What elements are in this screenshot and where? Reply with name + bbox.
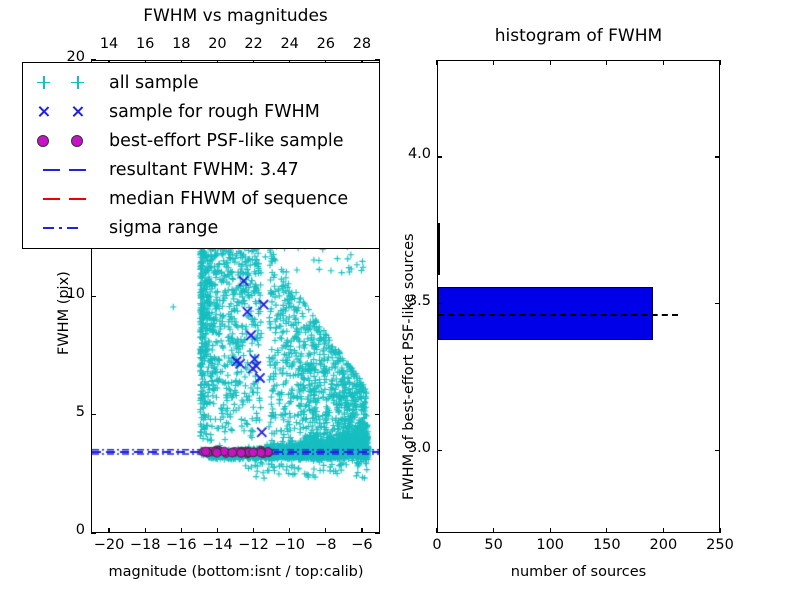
tick-mark (289, 528, 291, 533)
x-tick-label-bottom: −6 (351, 537, 373, 553)
tick-mark (108, 528, 110, 533)
plus-marker-icon (31, 70, 105, 96)
x-tick-label-bottom: −16 (166, 537, 197, 553)
legend-item-label: best-effort PSF-like sample (109, 130, 344, 151)
legend-item: median FHWM of sequence (31, 184, 371, 213)
filled-circle-marker-icon (31, 128, 105, 154)
tick-mark (719, 60, 721, 65)
fwhm-histogram-axes (437, 60, 720, 533)
tick-mark (91, 59, 96, 61)
x-tick-label-top: 16 (135, 36, 155, 52)
left-panel-title: FWHM vs magnitudes (143, 6, 328, 26)
x-tick-label-bottom: −18 (129, 537, 161, 553)
tick-mark (493, 528, 495, 533)
x-tick-label-top: 18 (172, 36, 191, 52)
tick-mark (549, 528, 551, 533)
tick-mark (375, 532, 380, 534)
x-tick-label-top: 24 (280, 36, 299, 52)
tick-mark (144, 528, 146, 533)
x-tick-label-bottom: −20 (93, 537, 125, 553)
histogram-bar (438, 222, 441, 276)
tick-mark (606, 60, 608, 65)
left-panel-xlabel: magnitude (bottom:isnt / top:calib) (108, 564, 364, 580)
tick-mark (437, 156, 442, 158)
histogram-plot-area (438, 61, 719, 532)
legend-item: sigma range (31, 213, 371, 242)
x-tick-label-top: 14 (99, 36, 119, 52)
median-fwhm-line (438, 313, 678, 316)
right-panel-ylabel: FWHM of best-effort PSF-like sources (401, 233, 417, 500)
x-tick-label-bottom: −8 (315, 537, 337, 553)
tick-mark (436, 60, 438, 65)
x-tick-label: 0 (432, 537, 442, 553)
tick-mark (216, 528, 219, 533)
legend-item: all sample (31, 68, 371, 97)
tick-mark (715, 156, 720, 158)
tick-mark (375, 414, 380, 416)
tick-mark (91, 295, 96, 298)
tick-mark (549, 60, 551, 65)
right-panel-title: histogram of FWHM (494, 26, 663, 46)
blue-dashdot-line-icon (31, 215, 105, 241)
tick-mark (719, 528, 721, 533)
x-tick-label-top: 28 (352, 36, 372, 52)
y-tick-label: 20 (66, 49, 85, 65)
tick-mark (715, 450, 720, 452)
x-tick-label-bottom: −10 (274, 537, 305, 553)
legend-item-label: median FHWM of sequence (109, 188, 349, 209)
tick-mark (606, 528, 608, 533)
tick-mark (662, 528, 664, 533)
legend-item-label: all sample (109, 72, 199, 93)
tick-mark (325, 528, 327, 533)
y-tick-label: 0 (75, 522, 85, 538)
cross-marker-icon (31, 99, 105, 125)
tick-mark (180, 528, 182, 533)
histogram-bar (438, 287, 654, 341)
y-tick-label: 5 (75, 403, 85, 420)
x-tick-label: 50 (484, 537, 503, 553)
tick-mark (91, 532, 96, 534)
x-tick-label: 100 (536, 537, 565, 553)
tick-mark (375, 59, 380, 61)
legend-box: all sample sample for rough FWHM best-ef… (22, 62, 380, 249)
blue-dashed-line-icon (31, 157, 105, 183)
left-panel-ylabel: FWHM (pix) (56, 271, 72, 355)
tick-mark (493, 60, 495, 65)
tick-mark (91, 414, 96, 416)
legend-item-label: resultant FWHM: 3.47 (109, 159, 299, 180)
x-tick-label: 200 (649, 537, 678, 553)
legend-item-label: sigma range (109, 217, 219, 238)
legend-item: resultant FWHM: 3.47 (31, 155, 371, 184)
x-tick-label-top: 22 (244, 36, 263, 52)
tick-mark (662, 60, 664, 65)
red-dashed-line-icon (31, 186, 105, 212)
right-panel-xlabel: number of sources (510, 564, 647, 580)
x-tick-label-top: 20 (208, 36, 227, 52)
tick-mark (715, 303, 720, 305)
y-tick-label: 3.5 (407, 292, 431, 309)
tick-mark (436, 528, 438, 533)
tick-mark (437, 303, 442, 305)
x-tick-label-bottom: −12 (238, 537, 269, 553)
legend-item: sample for rough FWHM (31, 97, 371, 126)
tick-mark (437, 450, 442, 452)
x-tick-label-bottom: −14 (202, 537, 233, 553)
legend-item-label: sample for rough FWHM (109, 101, 320, 122)
x-tick-label-top: 26 (316, 36, 336, 52)
tick-mark (375, 295, 380, 298)
y-tick-label: 10 (66, 285, 85, 302)
x-tick-label: 150 (592, 537, 621, 553)
y-tick-label: 3.0 (407, 439, 431, 456)
y-tick-label: 4.0 (407, 145, 431, 162)
tick-mark (252, 528, 255, 533)
tick-mark (361, 528, 363, 533)
legend-item: best-effort PSF-like sample (31, 126, 371, 155)
x-tick-label: 250 (706, 537, 734, 553)
